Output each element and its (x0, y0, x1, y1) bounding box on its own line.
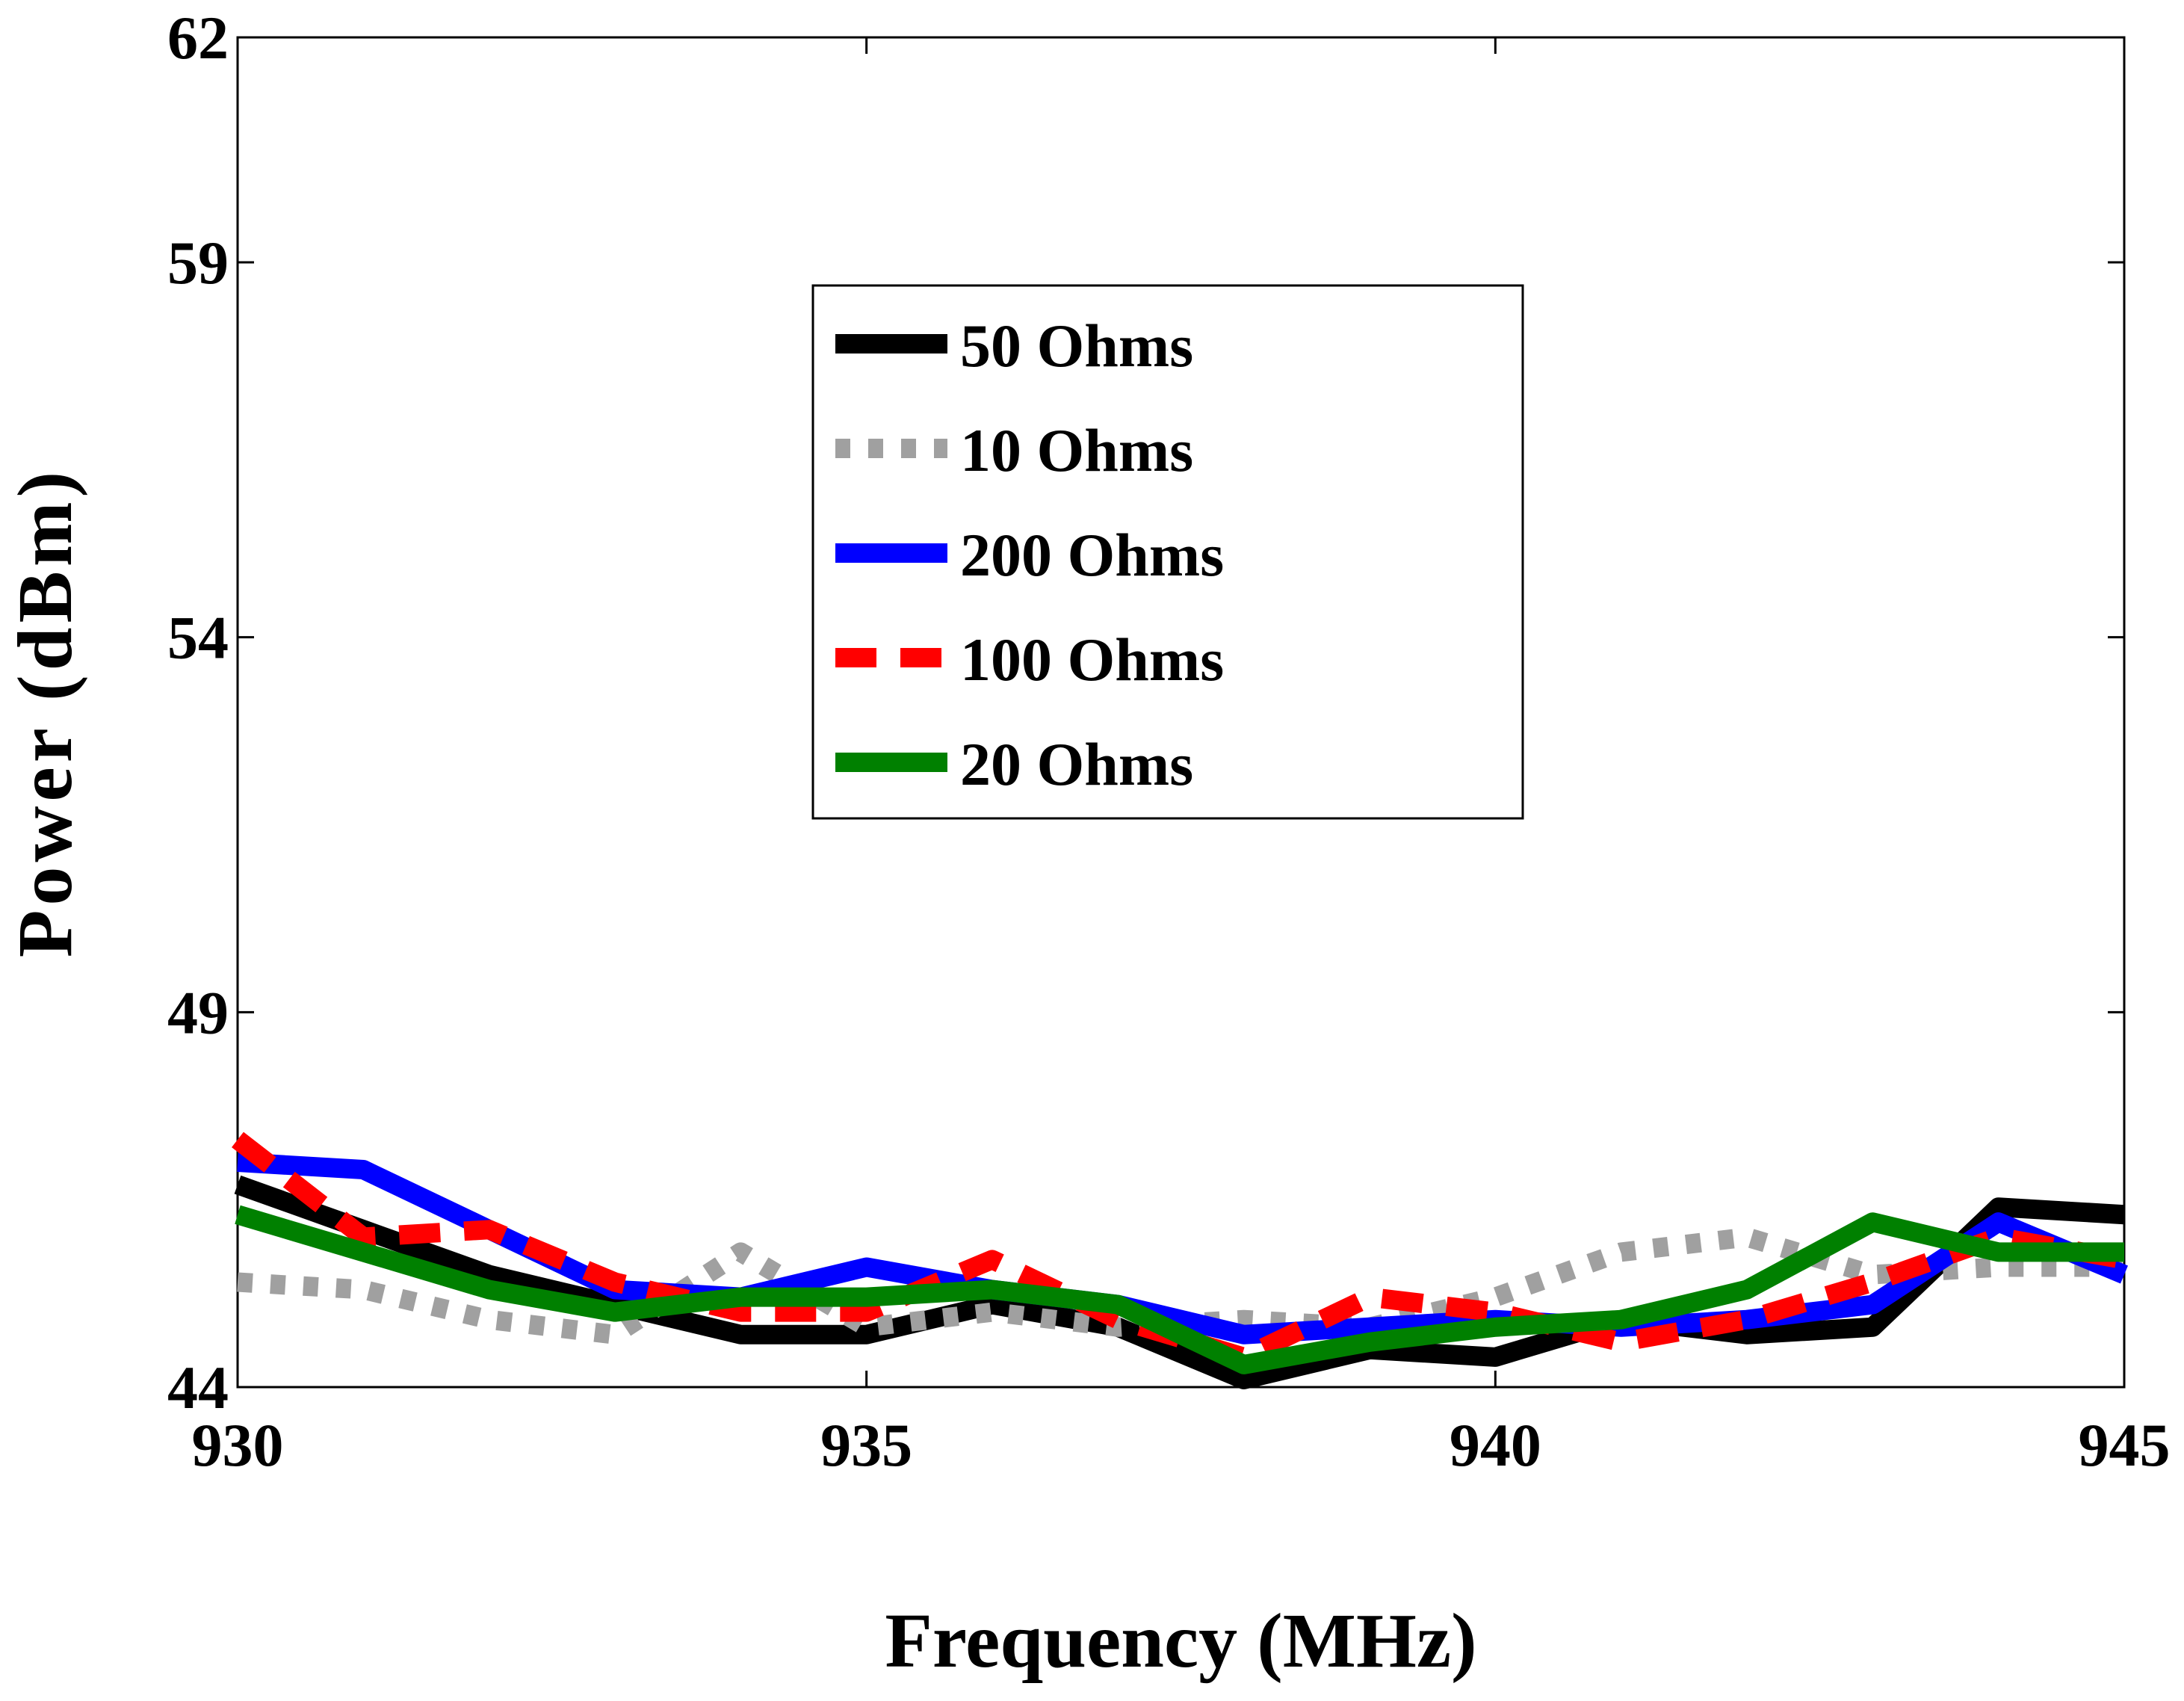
data-series (232, 1132, 2129, 1389)
y-tick-label: 62 (167, 4, 229, 72)
y-tick-label: 54 (167, 604, 229, 672)
legend-label: 20 Ohms (960, 730, 1193, 798)
axis-ticks (236, 36, 2126, 1389)
y-axis-title: Power (dBm) (2, 467, 88, 957)
y-tick-label: 44 (167, 1353, 229, 1421)
series-line-20-ohms (235, 1205, 2124, 1374)
legend-label: 100 Ohms (960, 626, 1224, 694)
legend-label: 200 Ohms (960, 521, 1224, 589)
series-line-50-ohms (234, 1175, 2125, 1389)
x-tick-label: 935 (820, 1411, 912, 1479)
legend-label: 50 Ohms (960, 312, 1193, 380)
tick-labels: 930 935 940 945 44 49 54 59 62 (167, 4, 2171, 1479)
y-tick-label: 49 (167, 978, 229, 1046)
x-tick-label: 930 (192, 1411, 284, 1479)
x-tick-label: 940 (1450, 1411, 1541, 1479)
legend: 50 Ohms 10 Ohms 200 Ohms 100 Ohms 20 Ohms (811, 284, 1524, 820)
series-line-100-ohms (232, 1132, 2126, 1367)
legend-label: 10 Ohms (960, 416, 1193, 484)
y-tick-label: 59 (167, 229, 229, 297)
x-axis-title: Frequency (MHz) (885, 1598, 1476, 1684)
x-tick-label: 945 (2079, 1411, 2171, 1479)
